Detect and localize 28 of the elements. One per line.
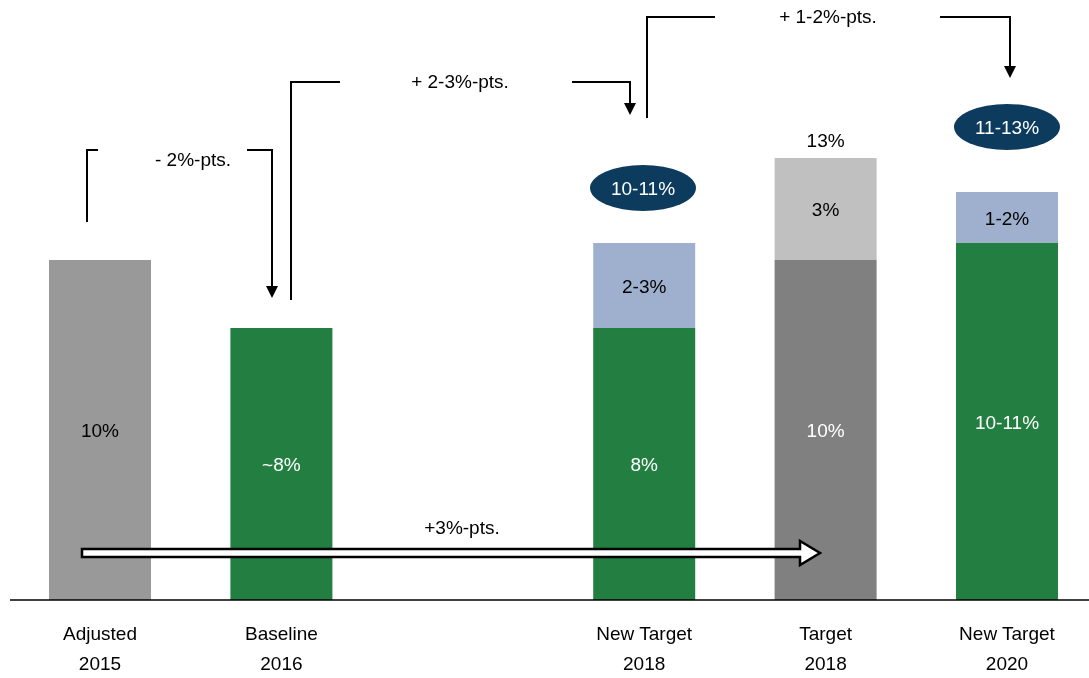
text: 11-13% xyxy=(974,117,1040,138)
bar xyxy=(774,158,877,260)
text: + 1-2%-pts. xyxy=(779,6,877,27)
x-tick-label: Target 2018 xyxy=(799,623,853,674)
bar xyxy=(956,192,1058,243)
text: + 2-3%-pts. xyxy=(411,71,509,92)
total-label: 13% xyxy=(806,130,845,151)
x-tick-label: New Target 2020 xyxy=(959,623,1056,674)
data-label: 3% xyxy=(811,199,840,220)
x-tick-label: Adjusted 2015 xyxy=(63,623,137,674)
bar xyxy=(230,328,333,600)
bar xyxy=(774,260,877,600)
bar xyxy=(593,328,696,600)
x-tick-label: Baseline 2016 xyxy=(244,623,318,674)
annotation: - 2%-pts. xyxy=(154,149,232,170)
bar xyxy=(956,243,1058,600)
data-label: 10-11% xyxy=(974,411,1040,433)
data-label: 10% xyxy=(806,420,845,441)
data-label: 2-3% xyxy=(622,275,667,297)
annotation: 10-11% xyxy=(610,178,676,199)
bar xyxy=(593,243,696,328)
bar xyxy=(49,260,151,600)
data-label: 8% xyxy=(630,454,659,475)
data-label: 10% xyxy=(80,420,120,441)
x-tick-label: New Target 2018 xyxy=(596,623,693,674)
data-label: ~8% xyxy=(262,454,301,475)
annotation: +3%-pts. xyxy=(424,517,500,538)
data-label: 1-2% xyxy=(984,207,1030,229)
